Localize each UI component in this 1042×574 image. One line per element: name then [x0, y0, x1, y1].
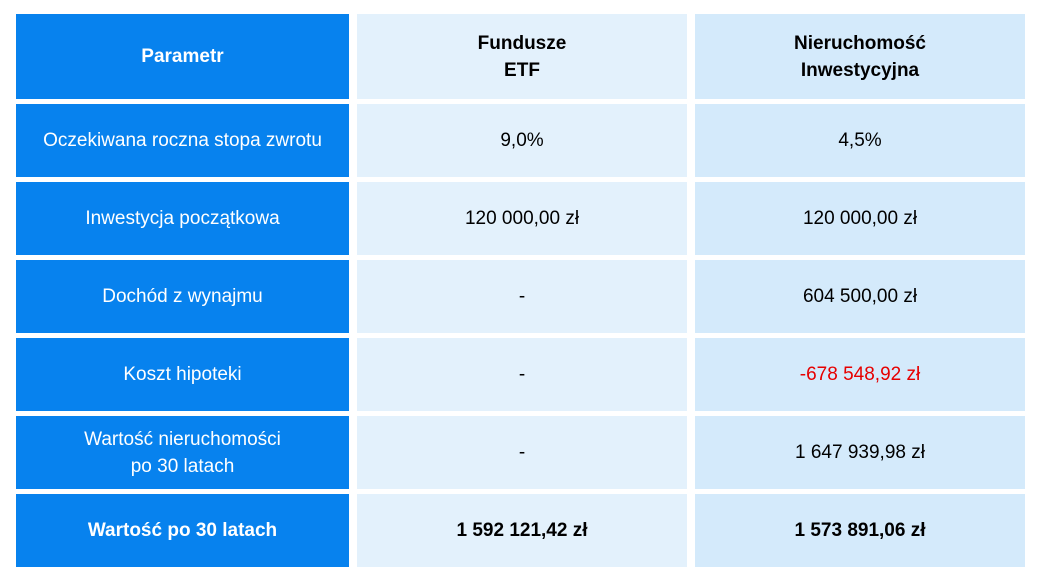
row-label-mortgage-cost: Koszt hipoteki	[16, 338, 349, 411]
header-real-estate: Nieruchomość Inwestycyjna	[695, 14, 1025, 99]
total-label: Wartość po 30 latach	[16, 494, 349, 567]
header-parameter: Parametr	[16, 14, 349, 99]
comparison-table: Parametr Fundusze ETF Nieruchomość Inwes…	[16, 14, 1025, 567]
row-etf-initial-investment: 120 000,00 zł	[357, 182, 687, 255]
row-label-expected-return: Oczekiwana roczna stopa zwrotu	[16, 104, 349, 177]
row-etf-property-value: -	[357, 416, 687, 489]
row-label-initial-investment: Inwestycja początkowa	[16, 182, 349, 255]
row-label-rental-income: Dochód z wynajmu	[16, 260, 349, 333]
row-real-estate-initial-investment: 120 000,00 zł	[695, 182, 1025, 255]
row-real-estate-expected-return: 4,5%	[695, 104, 1025, 177]
row-label-property-value: Wartość nieruchomości po 30 latach	[16, 416, 349, 489]
total-real-estate: 1 573 891,06 zł	[695, 494, 1025, 567]
total-etf: 1 592 121,42 zł	[357, 494, 687, 567]
row-real-estate-property-value: 1 647 939,98 zł	[695, 416, 1025, 489]
row-real-estate-rental-income: 604 500,00 zł	[695, 260, 1025, 333]
row-real-estate-mortgage-cost: -678 548,92 zł	[695, 338, 1025, 411]
row-etf-mortgage-cost: -	[357, 338, 687, 411]
row-etf-rental-income: -	[357, 260, 687, 333]
row-etf-expected-return: 9,0%	[357, 104, 687, 177]
header-etf: Fundusze ETF	[357, 14, 687, 99]
